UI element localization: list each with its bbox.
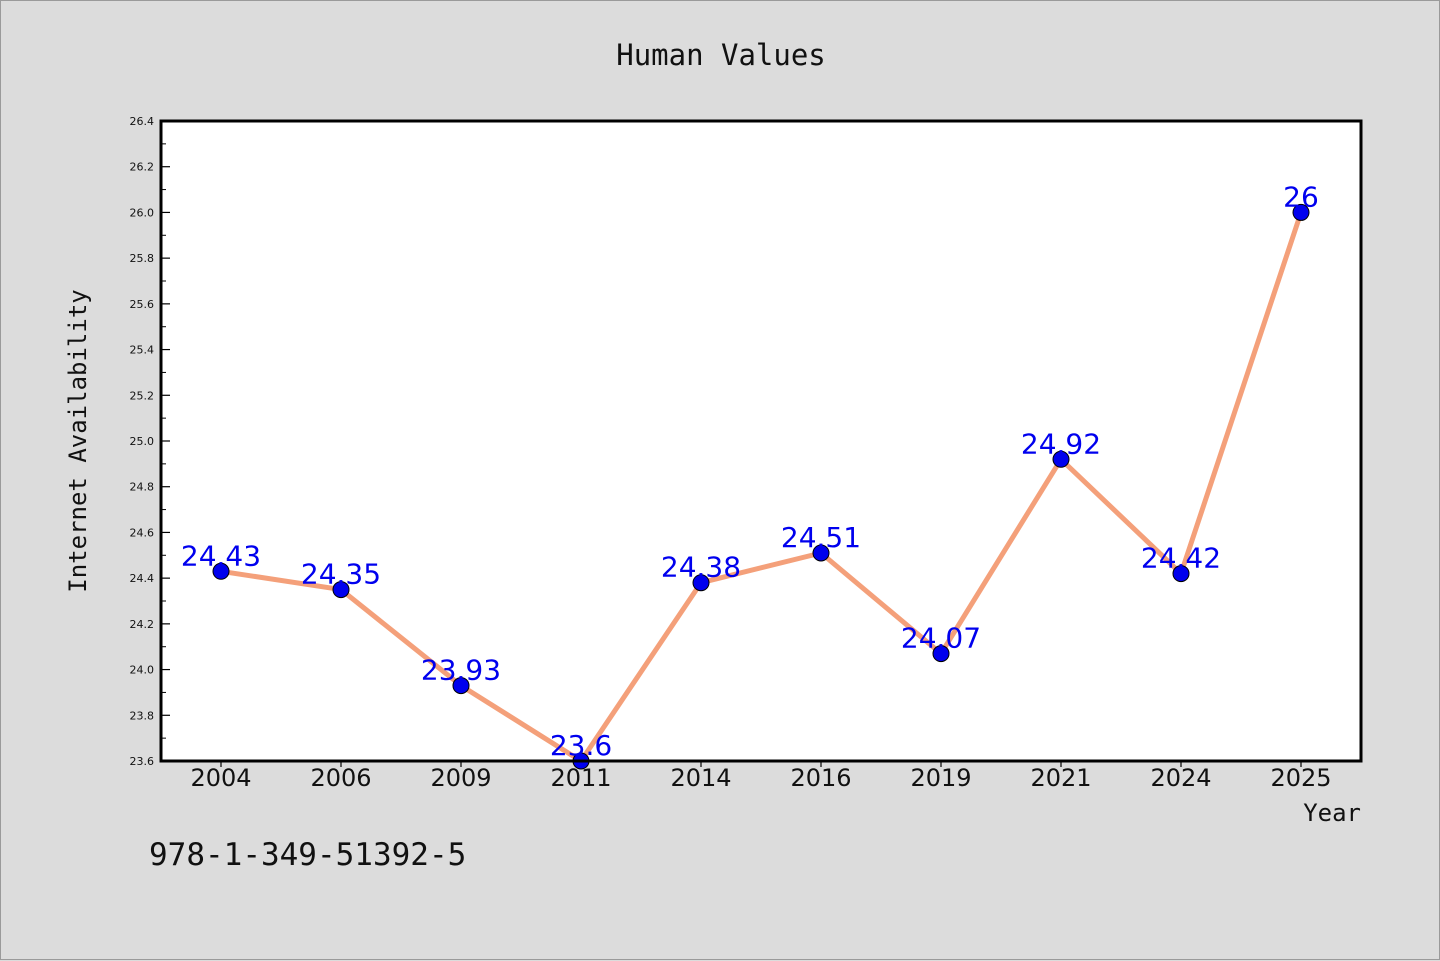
data-label: 24.42	[1141, 542, 1221, 575]
y-tick-label: 26.0	[130, 206, 155, 219]
y-tick-label: 23.8	[130, 709, 155, 722]
x-tick-label: 2006	[310, 764, 371, 792]
data-label: 24.92	[1021, 427, 1101, 460]
y-axis-label: Internet Availability	[64, 289, 92, 592]
data-label: 23.6	[550, 729, 612, 762]
x-tick-label: 2025	[1270, 764, 1331, 792]
y-tick-label: 25.0	[130, 435, 155, 448]
x-tick-label: 2004	[190, 764, 251, 792]
y-tick-label: 24.0	[130, 664, 155, 677]
data-point	[692, 574, 710, 592]
y-tick-label: 24.2	[130, 618, 155, 631]
data-point	[1052, 450, 1070, 468]
x-axis: 2004 2006 2009 2011 2014 2016 2019 2021 2024 2025	[190, 761, 1332, 792]
data-point	[332, 581, 350, 599]
y-tick-label: 26.4	[130, 115, 155, 128]
y-tick-label: 24.8	[130, 481, 155, 494]
data-label: 24.35	[301, 558, 381, 591]
isbn-footer: 978-1-349-51392-5	[149, 837, 466, 873]
y-axis: 23.6 23.8 24.0 24.2 24.4 24.6 24.8 25.0 25.2 25.4…	[130, 115, 170, 768]
series-line	[218, 209, 1304, 764]
data-point	[212, 562, 230, 580]
plot-area	[161, 121, 1361, 761]
data-label: 24.38	[661, 551, 741, 584]
x-tick-label: 2019	[910, 764, 971, 792]
data-point	[1292, 203, 1310, 221]
series-line-group	[212, 203, 1310, 770]
x-tick-label: 2016	[790, 764, 851, 792]
plot-frame	[159, 119, 1363, 763]
data-label-group: 24.43 24.35 23.93 23.6 24.38 24.51 24.07 24.92 2…	[181, 180, 1319, 762]
y-tick-label: 23.6	[130, 755, 155, 768]
x-axis-label: Year	[1303, 799, 1361, 827]
data-point	[1172, 565, 1190, 583]
y-tick-label: 25.8	[130, 252, 155, 265]
y-tick-label: 26.2	[130, 161, 155, 174]
y-tick-label: 24.6	[130, 526, 155, 539]
data-label: 24.43	[181, 539, 261, 572]
y-tick-label: 25.2	[130, 389, 155, 402]
chart-title: Human Values	[616, 38, 826, 72]
y-tick-label: 25.6	[130, 298, 155, 311]
data-label: 24.07	[901, 622, 981, 655]
x-tick-label: 2021	[1030, 764, 1091, 792]
data-point	[452, 677, 470, 695]
y-tick-label: 24.4	[130, 572, 155, 585]
data-label: 26	[1283, 180, 1319, 213]
data-label: 24.51	[781, 521, 861, 554]
data-label: 23.93	[421, 654, 501, 687]
x-tick-label: 2009	[430, 764, 491, 792]
y-tick-label: 25.4	[130, 344, 155, 357]
x-tick-label: 2024	[1150, 764, 1211, 792]
x-tick-label: 2014	[670, 764, 731, 792]
data-point	[812, 544, 830, 562]
data-point	[932, 645, 950, 663]
